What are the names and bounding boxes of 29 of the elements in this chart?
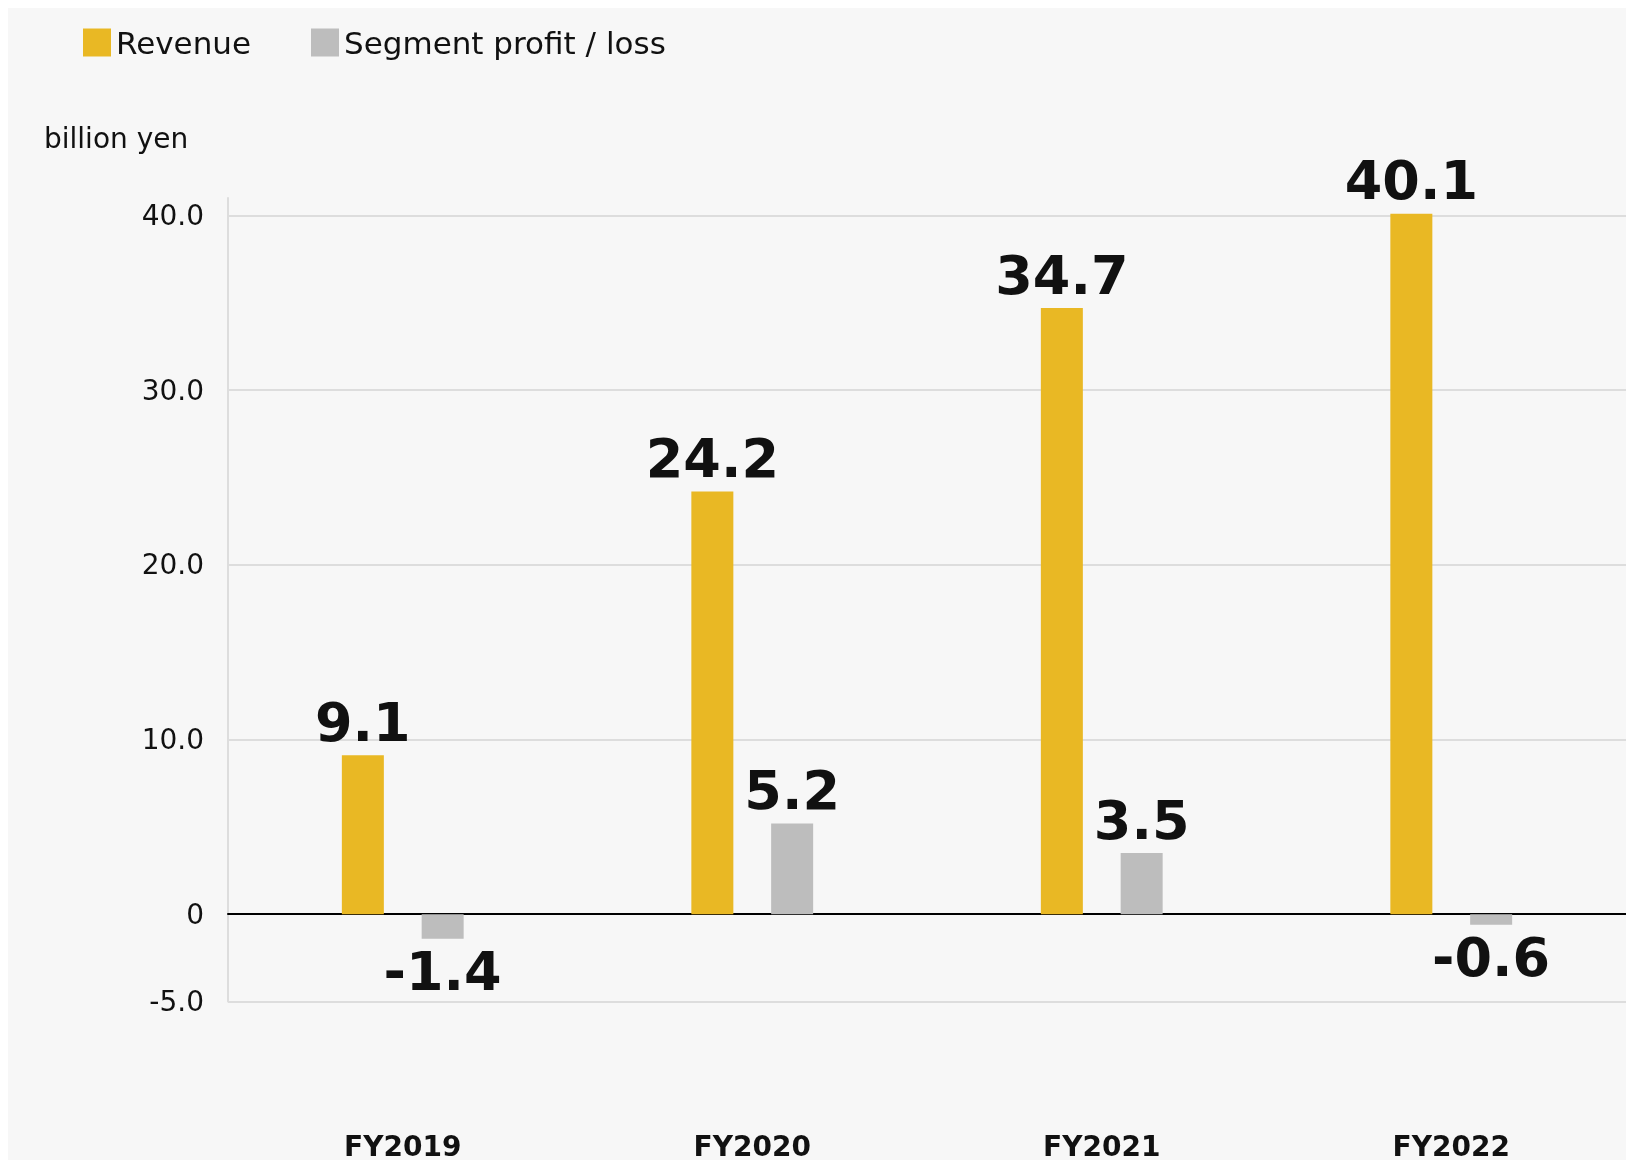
bar bbox=[1390, 213, 1433, 915]
y-tick-label: 30.0 bbox=[141, 373, 204, 407]
y-axis-title: billion yen bbox=[44, 121, 189, 155]
y-tick-label: 20.0 bbox=[141, 548, 204, 582]
data-label: 5.2 bbox=[744, 758, 840, 822]
legend-label: Segment profit / loss bbox=[344, 24, 666, 61]
data-label: 3.5 bbox=[1093, 788, 1190, 852]
y-tick-label: 10.0 bbox=[141, 723, 204, 757]
bar bbox=[341, 755, 384, 915]
y-tick-label: 40.0 bbox=[141, 198, 204, 232]
bar bbox=[1120, 853, 1163, 915]
bar bbox=[771, 823, 814, 915]
x-tick-label: FY2022 bbox=[1392, 1129, 1510, 1163]
x-tick-label: FY2019 bbox=[344, 1129, 462, 1163]
bar bbox=[1040, 308, 1083, 915]
data-label: 34.7 bbox=[995, 243, 1129, 307]
data-label: -0.6 bbox=[1432, 926, 1551, 990]
data-label: 40.1 bbox=[1344, 149, 1478, 213]
data-label: -1.4 bbox=[383, 940, 502, 1004]
x-tick-label: FY2021 bbox=[1043, 1129, 1161, 1163]
bar bbox=[691, 491, 734, 915]
data-label: 9.1 bbox=[315, 690, 411, 754]
y-tick-label: 0 bbox=[186, 897, 204, 931]
bar bbox=[1470, 914, 1513, 925]
y-tick-label: -5.0 bbox=[149, 985, 204, 1019]
legend-label: Revenue bbox=[116, 24, 252, 61]
bar bbox=[421, 914, 464, 939]
x-tick-label: FY2020 bbox=[693, 1129, 811, 1163]
data-label: 24.2 bbox=[645, 426, 779, 490]
